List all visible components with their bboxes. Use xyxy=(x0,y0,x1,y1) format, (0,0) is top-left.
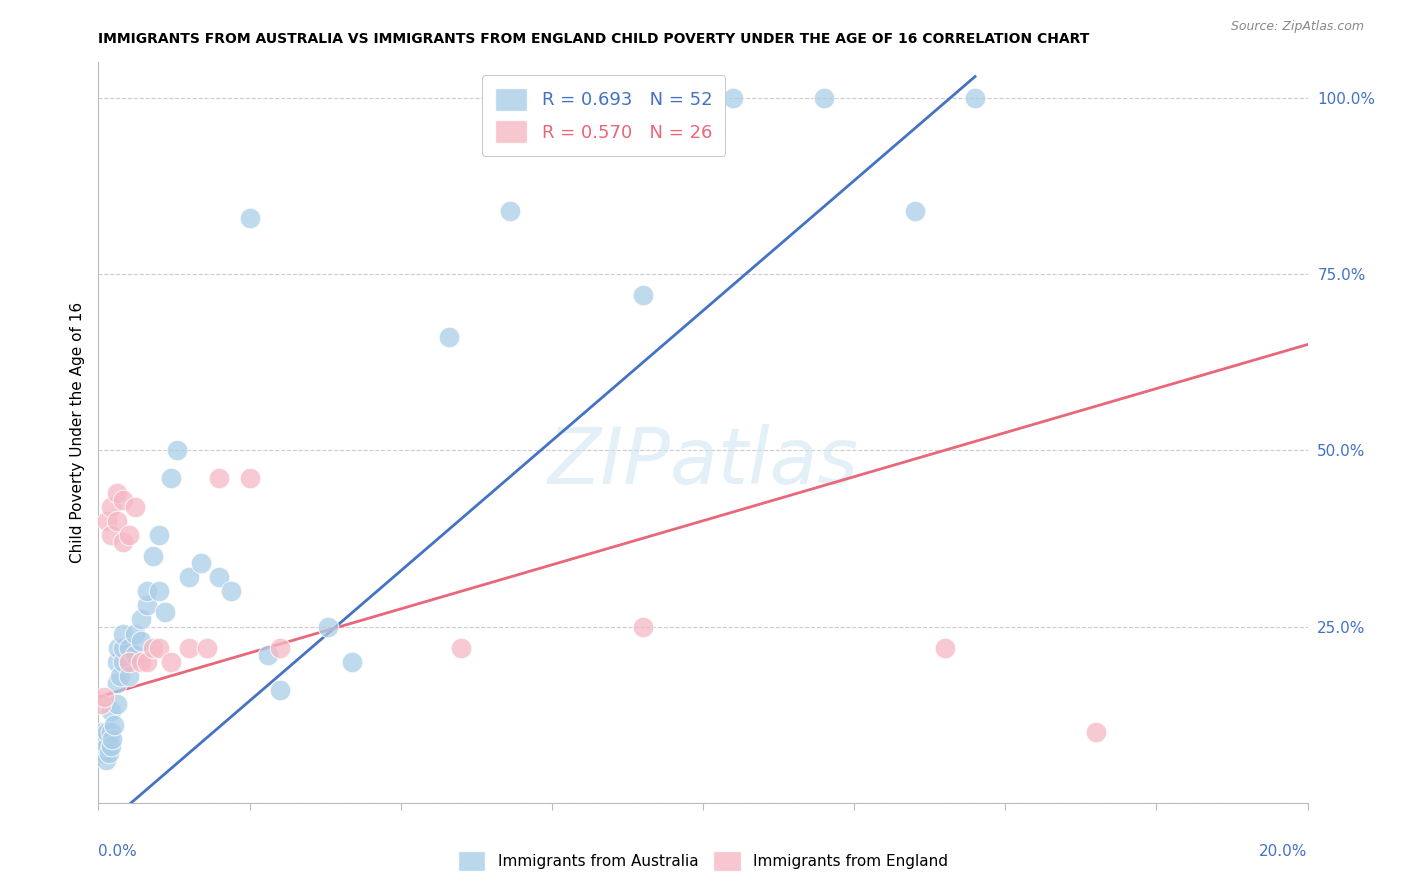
Point xyxy=(90,697,112,711)
Point xyxy=(135,584,157,599)
Legend: Immigrants from Australia, Immigrants from England: Immigrants from Australia, Immigrants fr… xyxy=(451,846,955,877)
Y-axis label: Child Poverty Under the Age of 16: Child Poverty Under the Age of 16 xyxy=(69,302,84,563)
Point xyxy=(965,91,987,105)
Point xyxy=(96,514,118,528)
Point xyxy=(316,619,339,633)
Point xyxy=(342,655,364,669)
Text: ZIPatlas: ZIPatlas xyxy=(547,425,859,500)
Text: IMMIGRANTS FROM AUSTRALIA VS IMMIGRANTS FROM ENGLAND CHILD POVERTY UNDER THE AGE: IMMIGRANTS FROM AUSTRALIA VS IMMIGRANTS … xyxy=(98,32,1090,46)
Point xyxy=(118,655,141,669)
Text: Source: ZipAtlas.com: Source: ZipAtlas.com xyxy=(1230,20,1364,33)
Point xyxy=(498,203,520,218)
Point xyxy=(107,640,129,655)
Point xyxy=(148,640,170,655)
Point xyxy=(100,528,122,542)
Point xyxy=(118,655,141,669)
Point xyxy=(105,485,128,500)
Point xyxy=(129,612,152,626)
Point xyxy=(135,655,157,669)
Point xyxy=(195,640,218,655)
Point xyxy=(100,732,122,747)
Point xyxy=(91,725,114,739)
Point xyxy=(94,732,117,747)
Point xyxy=(105,697,128,711)
Point xyxy=(256,648,278,662)
Point xyxy=(221,584,243,599)
Point xyxy=(148,584,170,599)
Point xyxy=(100,500,122,514)
Point xyxy=(148,528,170,542)
Point xyxy=(105,514,128,528)
Point xyxy=(103,718,125,732)
Point xyxy=(100,704,122,718)
Point xyxy=(111,626,134,640)
Point xyxy=(166,443,188,458)
Point xyxy=(135,599,157,613)
Point xyxy=(723,91,745,105)
Point xyxy=(90,739,112,754)
Point xyxy=(124,500,146,514)
Point xyxy=(208,570,231,584)
Point xyxy=(118,640,141,655)
Point xyxy=(179,570,201,584)
Point xyxy=(111,492,134,507)
Point xyxy=(179,640,201,655)
Point xyxy=(96,739,118,754)
Point xyxy=(124,626,146,640)
Point xyxy=(450,640,472,655)
Point xyxy=(904,203,927,218)
Point xyxy=(269,683,291,698)
Point xyxy=(105,655,128,669)
Point xyxy=(93,690,115,704)
Point xyxy=(437,330,460,344)
Text: 0.0%: 0.0% xyxy=(98,844,138,858)
Point xyxy=(934,640,956,655)
Point xyxy=(142,549,165,563)
Point xyxy=(269,640,291,655)
Point xyxy=(142,640,165,655)
Point xyxy=(239,471,262,485)
Point xyxy=(208,471,231,485)
Point xyxy=(118,528,141,542)
Point xyxy=(108,669,131,683)
Point xyxy=(631,288,654,302)
Point xyxy=(631,619,654,633)
Point xyxy=(190,556,212,570)
Point xyxy=(124,648,146,662)
Point xyxy=(96,754,118,768)
Point xyxy=(111,655,134,669)
Point xyxy=(96,725,118,739)
Point xyxy=(100,725,122,739)
Point xyxy=(153,606,176,620)
Point xyxy=(111,535,134,549)
Text: 20.0%: 20.0% xyxy=(1260,844,1308,858)
Point xyxy=(1085,725,1108,739)
Point xyxy=(129,655,152,669)
Legend: R = 0.693   N = 52, R = 0.570   N = 26: R = 0.693 N = 52, R = 0.570 N = 26 xyxy=(482,75,725,156)
Point xyxy=(239,211,262,225)
Point xyxy=(111,640,134,655)
Point xyxy=(118,669,141,683)
Point xyxy=(93,747,115,761)
Point xyxy=(129,633,152,648)
Point xyxy=(160,471,183,485)
Point xyxy=(813,91,835,105)
Point xyxy=(160,655,183,669)
Point xyxy=(105,676,128,690)
Point xyxy=(100,739,122,754)
Point xyxy=(98,747,121,761)
